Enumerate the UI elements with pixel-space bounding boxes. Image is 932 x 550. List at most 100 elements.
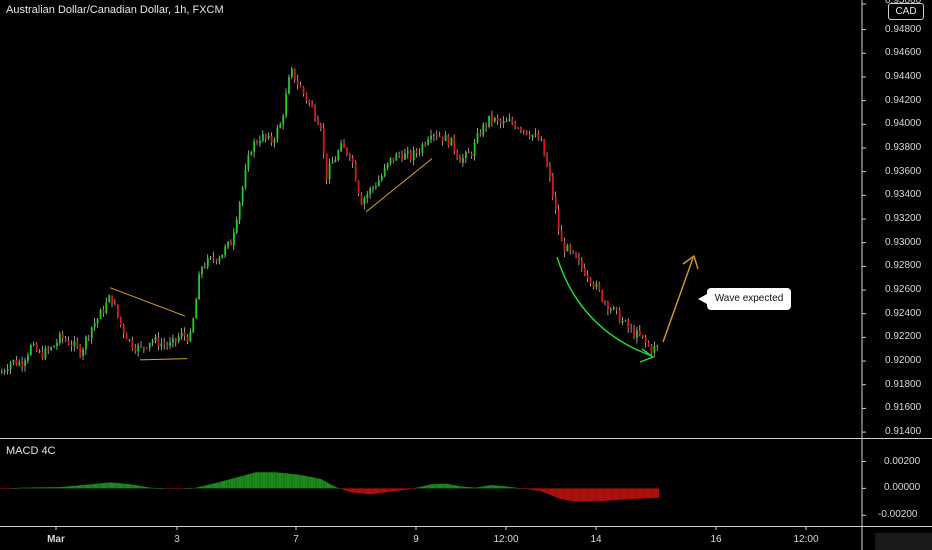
macd-bar [611, 488, 613, 501]
macd-bar [156, 488, 159, 489]
macd-bar [286, 473, 288, 489]
bear-candle [21, 362, 24, 367]
macd-bar [147, 487, 149, 489]
bull-candle [656, 345, 659, 347]
macd-bar [537, 488, 540, 491]
macd-bar [640, 488, 642, 499]
bear-candle [447, 134, 450, 146]
macd-bar [612, 488, 615, 501]
time-tick-label: 12:00 [793, 534, 819, 545]
time-tick-label: Mar [47, 534, 65, 545]
bull-candle [386, 163, 389, 168]
macd-bar [230, 478, 232, 489]
macd-bar [467, 487, 469, 489]
macd-bar [116, 483, 119, 489]
macd-bar [576, 488, 578, 502]
bull-candle [206, 257, 209, 267]
bear-candle [351, 158, 354, 163]
macd-bar [43, 487, 45, 489]
macd-bar [470, 487, 472, 489]
macd-bar [171, 488, 173, 489]
macd-bar [251, 473, 253, 489]
macd-bar [280, 472, 282, 489]
macd-bar [452, 485, 455, 489]
bull-candle [73, 341, 76, 347]
macd-bar [323, 480, 325, 489]
macd-bar [553, 488, 556, 497]
macd-bar [588, 488, 591, 502]
macd-bar [112, 482, 114, 489]
bull-candle [198, 274, 200, 300]
macd-bar [243, 475, 245, 489]
macd-bar [236, 477, 239, 489]
bear-candle [543, 139, 546, 156]
bull-candle [50, 347, 53, 350]
macd-bar [310, 477, 312, 489]
bull-candle [389, 157, 392, 164]
macd-bar [48, 487, 50, 489]
bear-candle [633, 328, 635, 338]
macd-bar [502, 486, 504, 489]
macd-bar [364, 488, 367, 494]
bull-candle [430, 135, 432, 140]
macd-bar [276, 472, 279, 489]
bull-candle [56, 342, 58, 346]
price-tick-label: 0.93000 [885, 236, 922, 248]
bull-candle [505, 120, 508, 122]
bear-candle [479, 133, 482, 135]
macd-bar [254, 472, 256, 489]
time-tick-label: 16 [710, 534, 722, 545]
macd-bar [412, 488, 415, 489]
macd-bar [281, 472, 284, 489]
macd-bar [619, 488, 621, 500]
currency-badge[interactable]: CAD [888, 3, 924, 20]
bear-candle [627, 320, 630, 329]
macd-bar [38, 487, 40, 489]
bear-candle [554, 196, 557, 210]
macd-bar [368, 488, 370, 495]
macd-bar [144, 486, 146, 489]
macd-bar [132, 484, 135, 489]
macd-bar [460, 486, 463, 489]
bear-candle [320, 124, 322, 129]
macd-bar [121, 483, 124, 489]
macd-tick-label: -0.00200 [878, 509, 918, 521]
macd-bar [25, 487, 28, 489]
bear-candle [122, 325, 125, 334]
macd-bar [182, 488, 184, 489]
macd-bar [193, 487, 196, 489]
macd-bar [118, 483, 120, 489]
macd-bar [184, 488, 186, 489]
macd-bar [108, 482, 111, 489]
macd-bar [369, 488, 372, 495]
bull-candle [282, 115, 285, 125]
macd-bar [560, 488, 562, 500]
macd-bar [652, 488, 655, 499]
macd-bar [516, 487, 519, 489]
macd-bar [168, 488, 170, 489]
macd-bar [46, 487, 48, 489]
macd-bar [340, 488, 343, 490]
bull-candle [427, 139, 430, 145]
bear-candle [485, 124, 488, 127]
bull-candle [488, 115, 490, 127]
bear-candle [157, 337, 160, 347]
bear-candle [302, 87, 305, 94]
macd-bar [33, 487, 36, 489]
macd-bar [528, 488, 530, 490]
macd-bar [0, 488, 2, 490]
bull-candle [59, 333, 61, 343]
macd-label: MACD 4C [6, 445, 56, 457]
bull-candle [192, 318, 195, 333]
bull-candle [204, 266, 206, 268]
macd-bar [96, 483, 98, 489]
wave-expected-callout: Wave expected [698, 288, 791, 310]
macd-bar [99, 483, 101, 489]
macd-bar [385, 488, 388, 493]
bull-candle [244, 169, 247, 188]
macd-bar [244, 474, 247, 489]
macd-bar [158, 488, 160, 489]
bull-candle [259, 140, 261, 144]
